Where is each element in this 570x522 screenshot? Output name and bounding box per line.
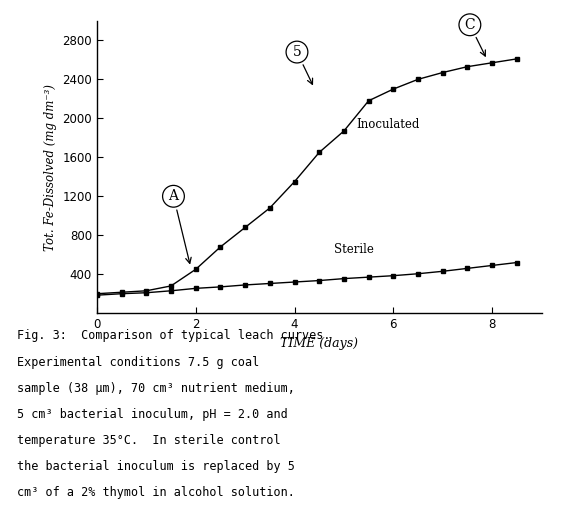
Text: the bacterial inoculum is replaced by 5: the bacterial inoculum is replaced by 5 xyxy=(17,460,295,473)
Text: 5 cm³ bacterial inoculum, pH = 2.0 and: 5 cm³ bacterial inoculum, pH = 2.0 and xyxy=(17,408,288,421)
Text: sample (38 μm), 70 cm³ nutrient medium,: sample (38 μm), 70 cm³ nutrient medium, xyxy=(17,382,295,395)
Text: Fig. 3:  Comparison of typical leach curves.: Fig. 3: Comparison of typical leach curv… xyxy=(17,329,331,342)
Text: C: C xyxy=(465,18,485,56)
Text: Sterile: Sterile xyxy=(334,243,374,256)
Text: 5: 5 xyxy=(292,45,312,85)
X-axis label: TIME (days): TIME (days) xyxy=(280,337,358,350)
Text: Experimental conditions 7.5 g coal: Experimental conditions 7.5 g coal xyxy=(17,355,259,369)
Text: cm³ of a 2% thymol in alcohol solution.: cm³ of a 2% thymol in alcohol solution. xyxy=(17,486,295,499)
Text: Inoculated: Inoculated xyxy=(356,118,420,131)
Text: temperature 35°C.  In sterile control: temperature 35°C. In sterile control xyxy=(17,434,281,447)
Text: A: A xyxy=(169,189,191,264)
Y-axis label: Tot. Fe-Dissolved (mg dm⁻³): Tot. Fe-Dissolved (mg dm⁻³) xyxy=(44,84,57,251)
